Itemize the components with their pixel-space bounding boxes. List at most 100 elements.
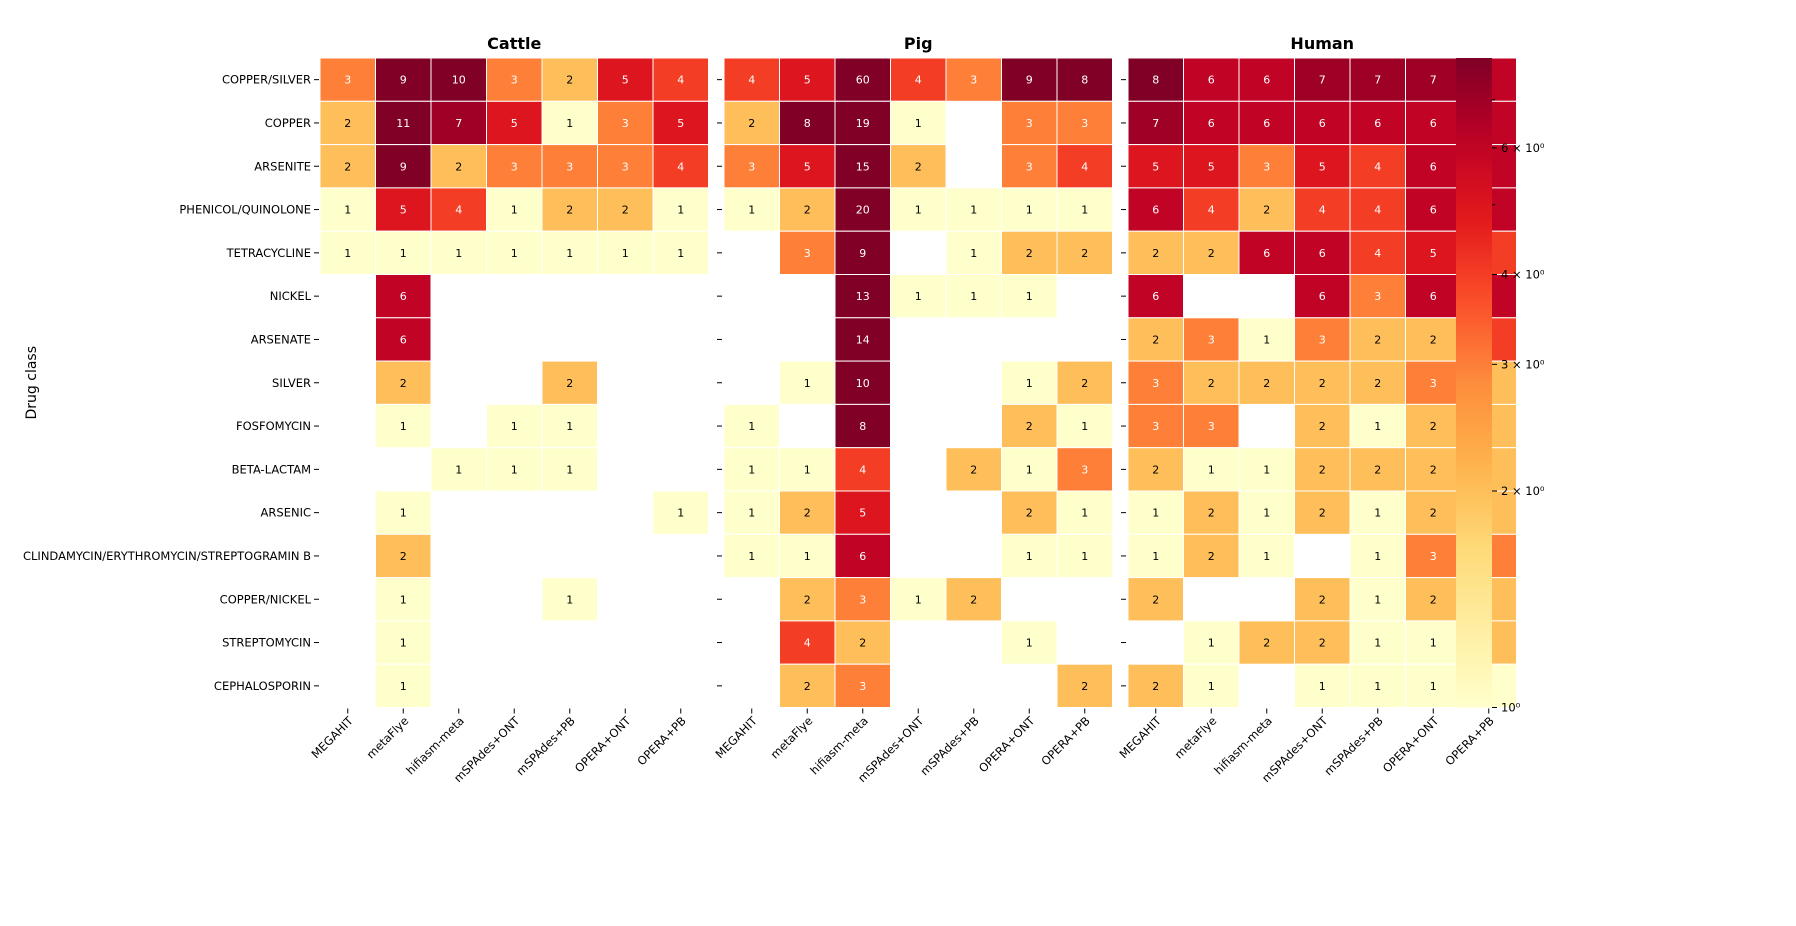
cell-value-label: 2 (1430, 333, 1437, 346)
row-label: PHENICOL/QUINOLONE (179, 203, 311, 217)
cell-value-label: 4 (1374, 204, 1381, 217)
cell-value-label: 2 (1430, 593, 1437, 606)
heatmap-cell (945, 230, 1002, 275)
cell-value-label: 4 (1374, 160, 1381, 173)
cell-value-label: 2 (1208, 550, 1215, 563)
cell-value-label: 4 (804, 637, 811, 650)
cell-value-label: 3 (859, 680, 866, 693)
cell-value-label: 2 (804, 680, 811, 693)
heatmap-cell (486, 100, 543, 146)
cell-value-label: 4 (748, 74, 755, 87)
heatmap-cell (890, 577, 947, 622)
cell-value-label: 2 (748, 117, 755, 130)
cell-value-label: 1 (970, 290, 977, 303)
heatmap-cell (1127, 447, 1184, 492)
cell-value-label: 1 (748, 550, 755, 563)
cell-value-label: 1 (1152, 550, 1159, 563)
cell-value-label: 8 (1081, 74, 1088, 87)
heatmap-cell (1056, 533, 1113, 579)
heatmap-cell (723, 57, 780, 102)
row-label: SILVER (272, 376, 311, 390)
cell-value-label: 3 (511, 74, 518, 87)
cell-value-label: 4 (677, 160, 684, 173)
column-label: MEGAHIT (308, 713, 356, 761)
heatmap-cell (319, 57, 376, 102)
heatmap-cell (1405, 620, 1462, 665)
cell-value-label: 2 (1152, 247, 1159, 260)
cell-value-label: 2 (1208, 377, 1215, 390)
cell-value-label: 14 (856, 333, 870, 346)
cell-value-label: 1 (748, 420, 755, 433)
cell-value-label: 5 (400, 204, 407, 217)
row-label: BETA-LACTAM (232, 462, 311, 476)
cell-value-label: 6 (1208, 74, 1215, 87)
cell-value-label: 6 (859, 550, 866, 563)
cell-value-label: 2 (1319, 377, 1326, 390)
column-label: metaFlye (768, 714, 816, 762)
heatmap-cell (890, 100, 947, 146)
cell-value-label: 2 (566, 74, 573, 87)
cell-value-label: 2 (1026, 247, 1033, 260)
row-label: TETRACYCLINE (226, 246, 311, 260)
cell-value-label: 10 (856, 377, 870, 390)
heatmap-cell (1294, 403, 1351, 449)
heatmap-cell (1127, 144, 1184, 189)
heatmap-cell (430, 187, 487, 232)
cell-value-label: 1 (915, 204, 922, 217)
cell-value-label: 6 (1430, 204, 1437, 217)
cell-value-label: 13 (856, 290, 870, 303)
cell-value-label: 1 (1208, 463, 1215, 476)
cell-value-label: 1 (748, 204, 755, 217)
heatmap-cell (1127, 663, 1184, 709)
heatmap-cell (1294, 144, 1351, 189)
cell-value-label: 1 (1374, 593, 1381, 606)
heatmap-cell (1183, 403, 1240, 449)
heatmap-cell (1001, 403, 1058, 449)
cell-value-label: 10 (452, 74, 466, 87)
cell-value-label: 1 (455, 463, 462, 476)
heatmap-cell (486, 57, 543, 102)
heatmap-cell (1127, 57, 1184, 102)
cell-value-label: 2 (859, 637, 866, 650)
heatmap-cell (1238, 100, 1295, 146)
cell-value-label: 2 (622, 204, 629, 217)
heatmap-cell (430, 57, 487, 102)
heatmap-cell (834, 187, 891, 232)
heatmap-cell (1001, 360, 1058, 405)
heatmap-cell (1405, 100, 1462, 146)
row-label: COPPER/SILVER (222, 73, 311, 87)
cell-value-label: 1 (1081, 550, 1088, 563)
cell-value-label: 1 (566, 593, 573, 606)
heatmap-cell (945, 274, 1002, 319)
heatmap-cell (834, 490, 891, 535)
cell-value-label: 7 (455, 117, 462, 130)
cell-value-label: 2 (1263, 637, 1270, 650)
heatmap-cell (375, 620, 432, 665)
heatmap-cell (1001, 144, 1058, 189)
cell-value-label: 1 (1263, 550, 1270, 563)
heatmap-cell (723, 403, 780, 449)
y-axis-label: Drug class (24, 346, 40, 420)
heatmap-cell (1056, 230, 1113, 275)
heatmap-cell (1056, 360, 1113, 405)
cell-value-label: 60 (856, 74, 870, 87)
cell-value-label: 2 (1374, 463, 1381, 476)
cell-value-label: 6 (1430, 160, 1437, 173)
heatmap-cell (834, 360, 891, 405)
cell-value-label: 1 (1081, 420, 1088, 433)
column-label: MEGAHIT (1116, 713, 1164, 761)
cell-value-label: 1 (1208, 680, 1215, 693)
heatmap-cell (1405, 187, 1462, 232)
heatmap-cell (1349, 274, 1406, 319)
cell-value-label: 2 (1081, 680, 1088, 693)
cell-value-label: 2 (1081, 377, 1088, 390)
cell-value-label: 3 (1319, 333, 1326, 346)
column-label: OPERA+ONT (1380, 713, 1442, 775)
cell-value-label: 1 (1263, 507, 1270, 520)
colorbar-tick-label: 2 × 10⁰ (1501, 484, 1545, 498)
row-label: STREPTOMYCIN (222, 636, 311, 650)
cell-value-label: 2 (1026, 507, 1033, 520)
heatmap-cell (1349, 360, 1406, 405)
cell-value-label: 2 (455, 160, 462, 173)
heatmap-cell (430, 144, 487, 189)
